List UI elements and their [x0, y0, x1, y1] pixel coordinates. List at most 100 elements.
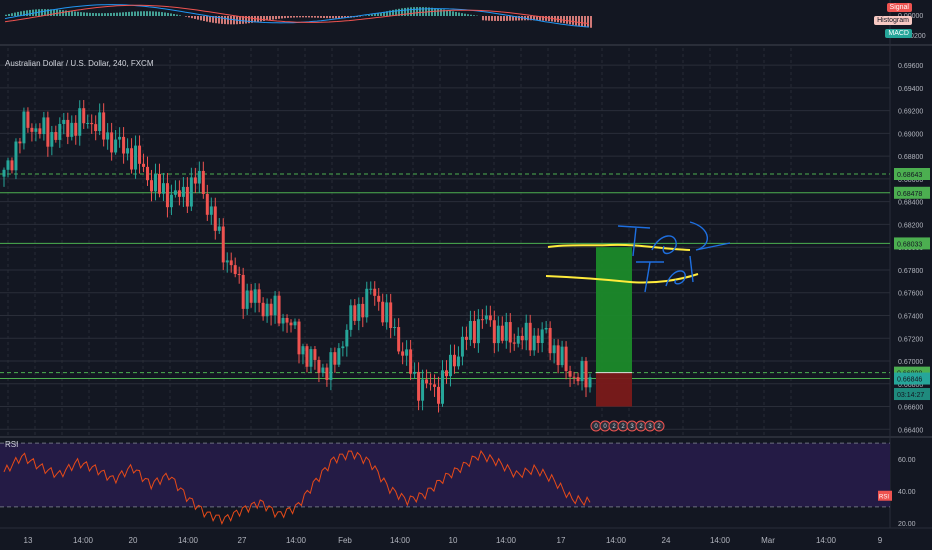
- candle-body: [421, 379, 425, 401]
- event-marker-label[interactable]: 0: [594, 424, 598, 430]
- legend-histogram: Histogram: [874, 16, 912, 25]
- macd-histogram-bar: [509, 16, 511, 21]
- chart-title: Australian Dollar / U.S. Dollar, 240, FX…: [5, 59, 154, 68]
- candle-body: [492, 320, 496, 344]
- candle-body: [373, 288, 377, 296]
- price-tag-label[interactable]: 0.66846: [897, 377, 922, 384]
- macd-histogram-bar: [500, 16, 502, 21]
- time-axis[interactable]: 13 14:00 20 14:00 27 14:00 Feb 14:00 10 14:00 17 14…: [24, 536, 883, 545]
- candle-body: [429, 383, 433, 385]
- candle-body: [225, 260, 229, 263]
- macd-histogram-bar: [191, 16, 193, 19]
- macd-histogram-bar: [461, 13, 463, 16]
- trade-position[interactable]: [596, 247, 632, 407]
- macd-histogram-bar: [506, 16, 508, 21]
- candle-body: [18, 141, 22, 144]
- macd-histogram-bar: [527, 16, 529, 21]
- macd-histogram-bar: [179, 15, 181, 16]
- candle-body: [102, 112, 106, 140]
- macd-histogram-bar: [530, 16, 532, 21]
- price-tag-bg[interactable]: [894, 168, 930, 181]
- macd-histogram-bar: [455, 11, 457, 16]
- tp2-drawn-line[interactable]: [547, 243, 691, 251]
- price-tick-label: 0.66600: [898, 405, 923, 412]
- macd-histogram-bar: [539, 16, 541, 21]
- price-tag-label[interactable]: 03:14:27: [897, 392, 924, 399]
- profit-target-zone[interactable]: [596, 247, 632, 373]
- candle-body: [508, 322, 512, 343]
- candle-body: [397, 327, 401, 352]
- candle-body: [532, 335, 536, 351]
- candle-body: [146, 166, 150, 181]
- horizontal-levels[interactable]: [0, 173, 890, 380]
- macd-histogram-bar: [401, 8, 403, 16]
- tp2-handwriting[interactable]: [617, 221, 731, 257]
- price-tag-bg[interactable]: [894, 388, 930, 401]
- candle-body: [544, 327, 548, 330]
- price-tick-label: 0.67600: [898, 291, 923, 298]
- event-marker[interactable]: [653, 420, 665, 432]
- price-tag-label[interactable]: 0.68033: [897, 241, 922, 248]
- candle-body: [229, 260, 233, 266]
- macd-histogram-bar: [434, 8, 436, 16]
- candle-body: [138, 145, 142, 164]
- event-marker-label[interactable]: 2: [639, 424, 643, 430]
- candle-body: [241, 274, 245, 309]
- macd-histogram-bar: [503, 16, 505, 21]
- tp1-drawn-line[interactable]: [545, 273, 699, 284]
- macd-histogram-bar: [512, 16, 514, 21]
- candle-body: [433, 384, 437, 387]
- candle-body: [197, 170, 201, 184]
- macd-histogram-bar: [377, 13, 379, 16]
- macd-histogram-bar: [47, 9, 49, 16]
- rsi-label: RSI: [5, 440, 19, 449]
- price-tick-label: 0.66800: [898, 382, 923, 389]
- candle-body: [118, 136, 122, 140]
- macd-histogram-bar: [80, 12, 82, 16]
- candle-body: [448, 354, 452, 377]
- candle-body: [14, 141, 18, 171]
- candle-body: [325, 367, 329, 380]
- candle-body: [441, 370, 445, 404]
- macd-histogram-bar: [548, 16, 550, 22]
- event-marker-label[interactable]: 0: [603, 424, 607, 430]
- macd-histogram-bar: [296, 16, 298, 18]
- candle-body: [580, 361, 584, 382]
- macd-histogram-bar: [86, 12, 88, 16]
- price-tag-label[interactable]: 0.68478: [897, 191, 922, 198]
- candle-body: [528, 322, 532, 351]
- candle-body: [365, 288, 369, 318]
- macd-histogram-bar: [491, 16, 493, 21]
- stop-loss-zone[interactable]: [596, 372, 632, 407]
- candle-body: [552, 345, 556, 354]
- macd-histogram-bar: [410, 7, 412, 17]
- macd-histogram-bar: [227, 16, 229, 25]
- candle-body: [62, 119, 66, 124]
- candle-body: [409, 349, 413, 374]
- macd-histogram-bar: [68, 10, 70, 16]
- macd-histogram-bar: [158, 11, 160, 16]
- event-marker-label[interactable]: 3: [648, 424, 652, 430]
- candle-body: [393, 327, 397, 329]
- price-tag-bg[interactable]: [894, 372, 930, 385]
- price-tag-label[interactable]: 0.68643: [897, 172, 922, 179]
- event-marker-label[interactable]: 3: [630, 424, 634, 430]
- hand-drawings[interactable]: [545, 221, 731, 293]
- candle-body: [516, 335, 520, 344]
- candle-body: [313, 349, 317, 360]
- price-tag-bg[interactable]: [894, 186, 930, 199]
- tp1-handwriting[interactable]: [636, 255, 694, 293]
- event-marker-label[interactable]: 2: [657, 424, 661, 430]
- event-marker-label[interactable]: 2: [621, 424, 625, 430]
- macd-histogram-bar: [584, 16, 586, 27]
- candle-body: [297, 321, 301, 355]
- macd-histogram-bar: [17, 11, 19, 16]
- candle-body: [30, 127, 34, 132]
- event-marker-label[interactable]: 2: [612, 424, 616, 430]
- price-tag-bg[interactable]: [894, 237, 930, 250]
- signal-line: [4, 4, 590, 24]
- price-axis[interactable]: 0.69600 0.69400 0.69200 0.69000 0.68800 0.686…: [894, 63, 930, 434]
- candle-body: [353, 305, 357, 321]
